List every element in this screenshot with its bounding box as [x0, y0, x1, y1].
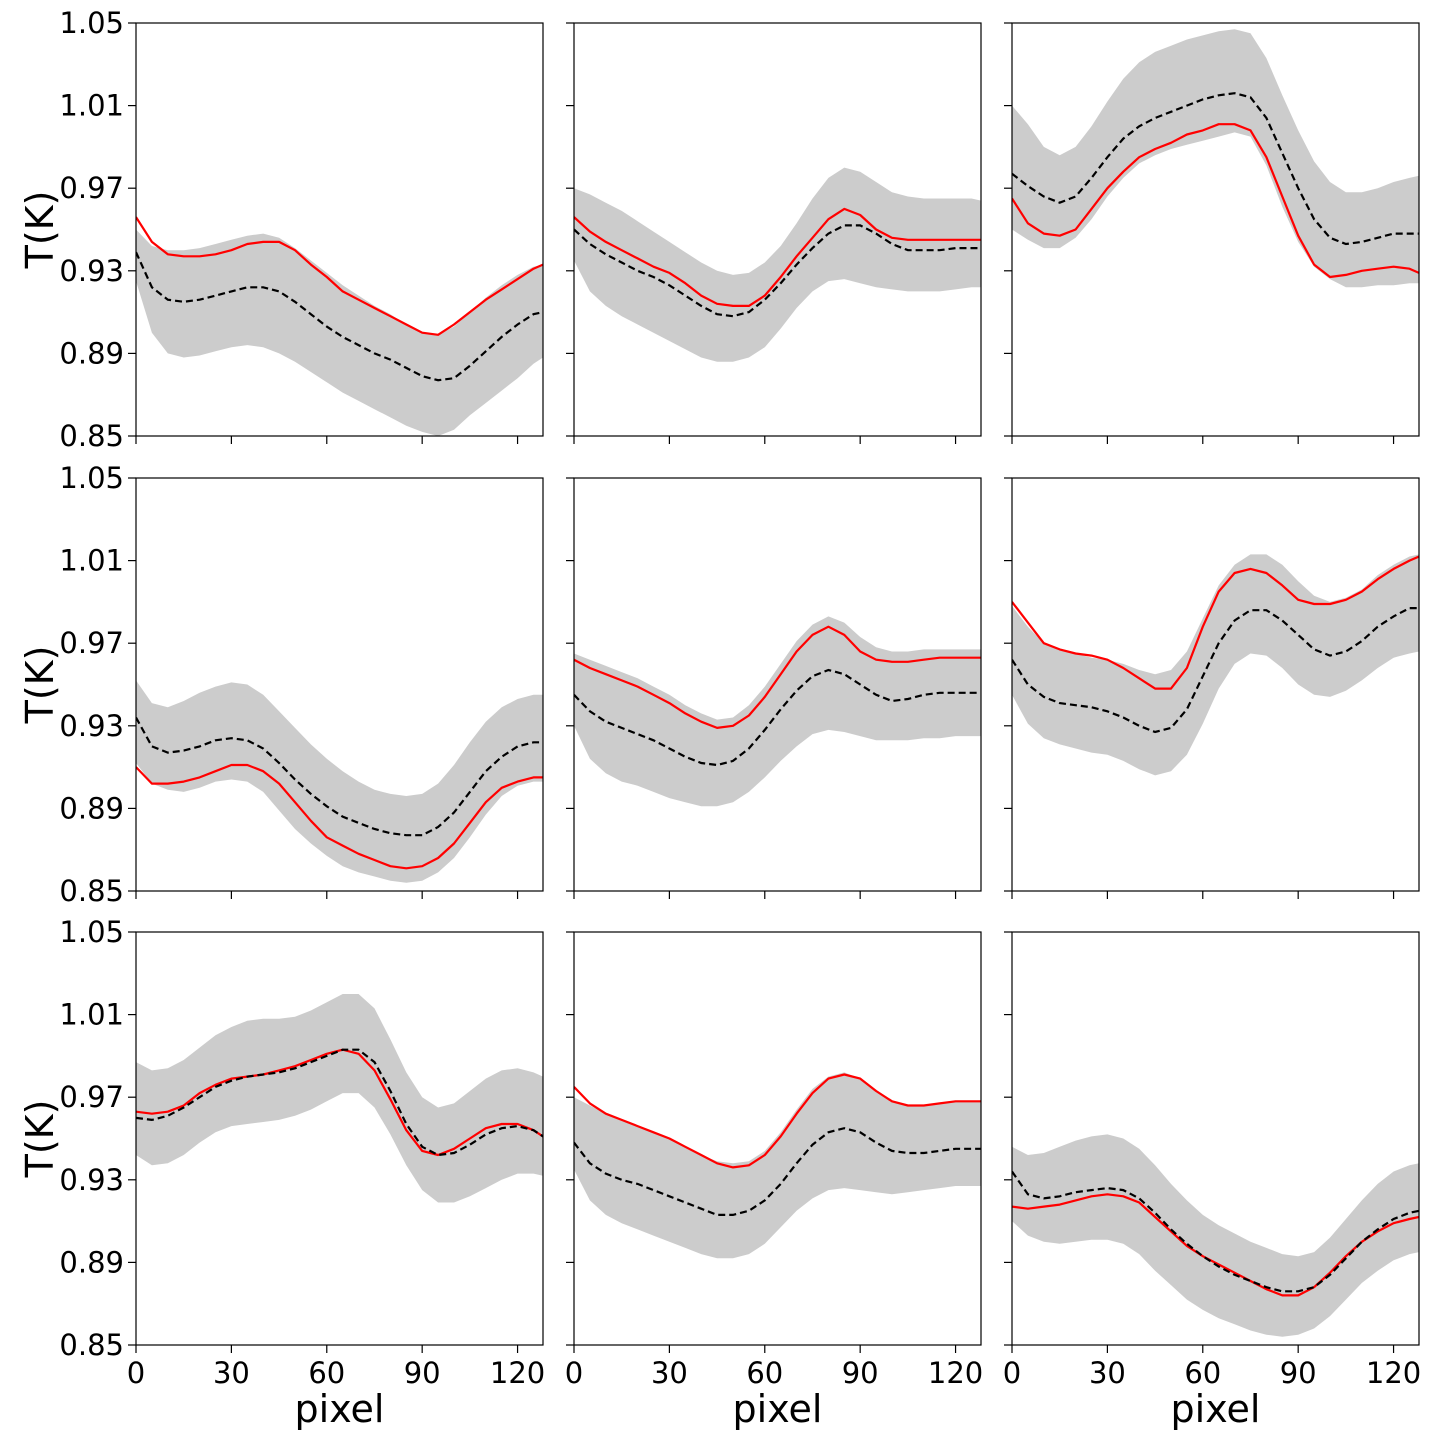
panel-row3-col2: 0 30 60 90 120 pixel — [565, 931, 983, 1431]
x-tick-label: 120 — [928, 1356, 983, 1390]
uncertainty-band — [136, 229, 543, 436]
x-axis-label: pixel — [1171, 1387, 1261, 1431]
axes-frame — [135, 22, 544, 437]
plot-area — [574, 616, 981, 807]
observed-line — [574, 625, 981, 729]
x-tick-label: 60 — [308, 1356, 345, 1390]
observed-line — [136, 216, 543, 336]
observed-line — [136, 763, 543, 870]
axes-frame — [135, 931, 544, 1346]
plot-area — [574, 1072, 981, 1259]
model-dashed-line — [1012, 1170, 1419, 1293]
panel-grid: 0.85 0.89 0.93 0.97 1.01 1.05 T(K) 0.85 0.89 0.93… — [18, 6, 1421, 1431]
model-dashed-line — [1012, 607, 1419, 734]
panel-row3-col3: 0 30 60 90 120 pixel — [1003, 931, 1421, 1431]
y-axis-label: T(K) — [18, 191, 62, 270]
y-tick-label: 0.97 — [59, 626, 124, 660]
x-tick-label: 120 — [1366, 1356, 1421, 1390]
y-tick-label: 1.05 — [59, 6, 124, 40]
observed-line — [574, 1073, 981, 1169]
y-tick-label: 1.05 — [59, 461, 124, 495]
y-tick-label: 0.97 — [59, 171, 124, 205]
plot-area — [136, 680, 543, 883]
y-tick-label: 1.01 — [59, 998, 124, 1032]
x-tick-label: 30 — [651, 1356, 688, 1390]
x-tick-label: 0 — [565, 1356, 583, 1390]
panel-row1-col3 — [1004, 22, 1420, 444]
panel-row2-col2 — [566, 477, 982, 899]
y-tick-label: 0.85 — [59, 1328, 124, 1362]
x-axis-label: pixel — [733, 1387, 823, 1431]
x-tick-label: 90 — [842, 1356, 879, 1390]
panel-row1-col2 — [566, 22, 982, 444]
y-tick-label: 1.05 — [59, 915, 124, 949]
y-tick-label: 0.85 — [59, 874, 124, 908]
axes-frame — [1011, 477, 1420, 892]
plot-area — [1012, 1134, 1419, 1337]
panel-row3-col1: 0.85 0.89 0.93 0.97 1.01 1.05 0 30 60 90 120 T(K) pi… — [18, 915, 545, 1431]
axes-frame — [573, 931, 982, 1346]
panel-row2-col3 — [1004, 477, 1420, 899]
uncertainty-band — [136, 994, 543, 1203]
x-tick-label: 0 — [1003, 1356, 1021, 1390]
y-tick-label: 1.01 — [59, 89, 124, 123]
y-tick-label: 0.93 — [59, 709, 124, 743]
uncertainty-band — [1012, 554, 1419, 776]
x-tick-label: 30 — [213, 1356, 250, 1390]
y-axis-label: T(K) — [18, 1100, 62, 1179]
y-tick-label: 0.89 — [59, 1245, 124, 1279]
panel-row2-col1: 0.85 0.89 0.93 0.97 1.01 1.05 T(K) — [18, 461, 544, 908]
y-tick-label: 0.85 — [59, 419, 124, 453]
y-tick-label: 0.89 — [59, 791, 124, 825]
uncertainty-band — [1012, 1134, 1419, 1337]
uncertainty-band — [136, 680, 543, 883]
y-tick-label: 0.93 — [59, 254, 124, 288]
model-dashed-line — [574, 224, 981, 318]
y-tick-label: 0.97 — [59, 1080, 124, 1114]
x-tick-label: 90 — [404, 1356, 441, 1390]
y-tick-label: 0.89 — [59, 336, 124, 370]
observed-line — [574, 207, 981, 307]
model-dashed-line — [136, 716, 543, 837]
uncertainty-band — [574, 1072, 981, 1259]
x-tick-label: 60 — [1184, 1356, 1221, 1390]
uncertainty-band — [574, 167, 981, 362]
panel-row1-col1: 0.85 0.89 0.93 0.97 1.01 1.05 T(K) — [18, 6, 544, 453]
plot-area — [1012, 554, 1419, 776]
model-dashed-line — [574, 668, 981, 767]
y-tick-label: 0.93 — [59, 1163, 124, 1197]
axes-frame — [1011, 931, 1420, 1346]
x-tick-label: 60 — [746, 1356, 783, 1390]
x-axis-label: pixel — [295, 1387, 385, 1431]
plot-area — [136, 994, 543, 1203]
axes-frame — [573, 22, 982, 437]
uncertainty-band — [574, 616, 981, 807]
axes-frame — [573, 477, 982, 892]
x-tick-label: 120 — [490, 1356, 545, 1390]
plot-area — [1012, 29, 1419, 288]
x-tick-label: 30 — [1089, 1356, 1126, 1390]
x-tick-label: 90 — [1280, 1356, 1317, 1390]
y-axis-label: T(K) — [18, 646, 62, 725]
plot-area — [574, 167, 981, 362]
plot-area — [136, 216, 543, 436]
y-tick-label: 1.01 — [59, 544, 124, 578]
axes-frame — [1011, 22, 1420, 437]
model-dashed-line — [1012, 92, 1419, 246]
model-dashed-line — [136, 1048, 543, 1157]
observed-line — [1012, 123, 1419, 279]
axes-frame — [135, 477, 544, 892]
x-tick-label: 0 — [127, 1356, 145, 1390]
observed-line — [1012, 555, 1419, 690]
